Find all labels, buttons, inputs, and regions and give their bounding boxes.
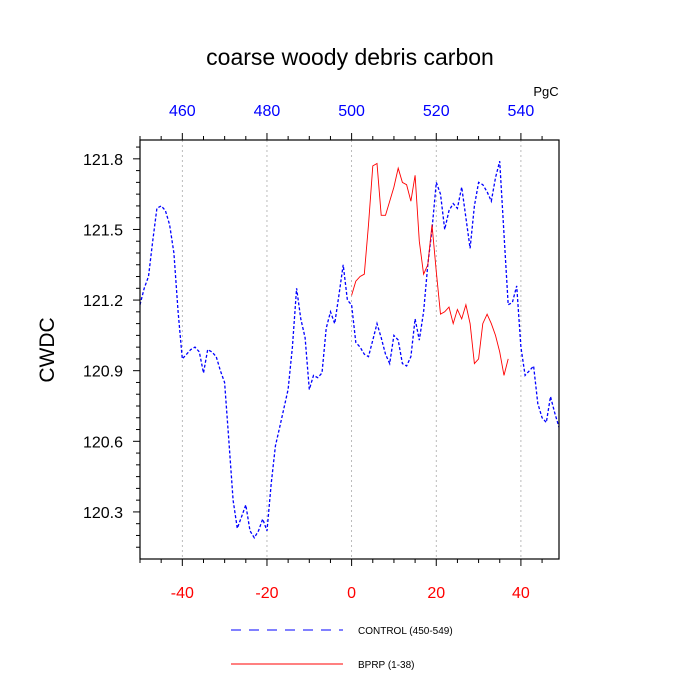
x-tick-label: -20 <box>255 585 278 602</box>
top-tick-label: 500 <box>338 103 365 120</box>
control-series-line <box>139 161 560 540</box>
y-tick-label: 120.9 <box>83 364 123 381</box>
legend-control-label: CONTROL (450-549) <box>358 626 453 637</box>
y-tick-label: 120.3 <box>83 505 123 522</box>
x-tick-label: 40 <box>512 585 530 602</box>
top-tick-label: 540 <box>508 103 535 120</box>
y-tick-label: 121.2 <box>83 293 123 310</box>
y-tick-label: 120.6 <box>83 434 123 451</box>
x-tick-label: 0 <box>347 585 356 602</box>
top-tick-label: 520 <box>423 103 450 120</box>
legend: CONTROL (450-549) BPRP (1-38) <box>231 626 453 671</box>
axes: -40 -20 0 20 40 460 480 500 520 540 120.3 120.6 120.… <box>83 103 543 602</box>
y-tick-label: 121.8 <box>83 152 123 169</box>
series-layer <box>139 161 560 540</box>
legend-bprp-label: BPRP (1-38) <box>358 660 415 671</box>
y-axis-title: CWDC <box>36 317 59 382</box>
bprp-series-line <box>351 162 509 376</box>
units-label: PgC <box>533 84 558 99</box>
y-tick-label: 121.5 <box>83 222 123 239</box>
x-tick-label: -40 <box>171 585 194 602</box>
plot-frame <box>139 139 560 560</box>
top-tick-label: 480 <box>254 103 281 120</box>
top-tick-label: 460 <box>169 103 196 120</box>
chart-title: coarse woody debris carbon <box>206 44 494 70</box>
x-tick-label: 20 <box>427 585 445 602</box>
